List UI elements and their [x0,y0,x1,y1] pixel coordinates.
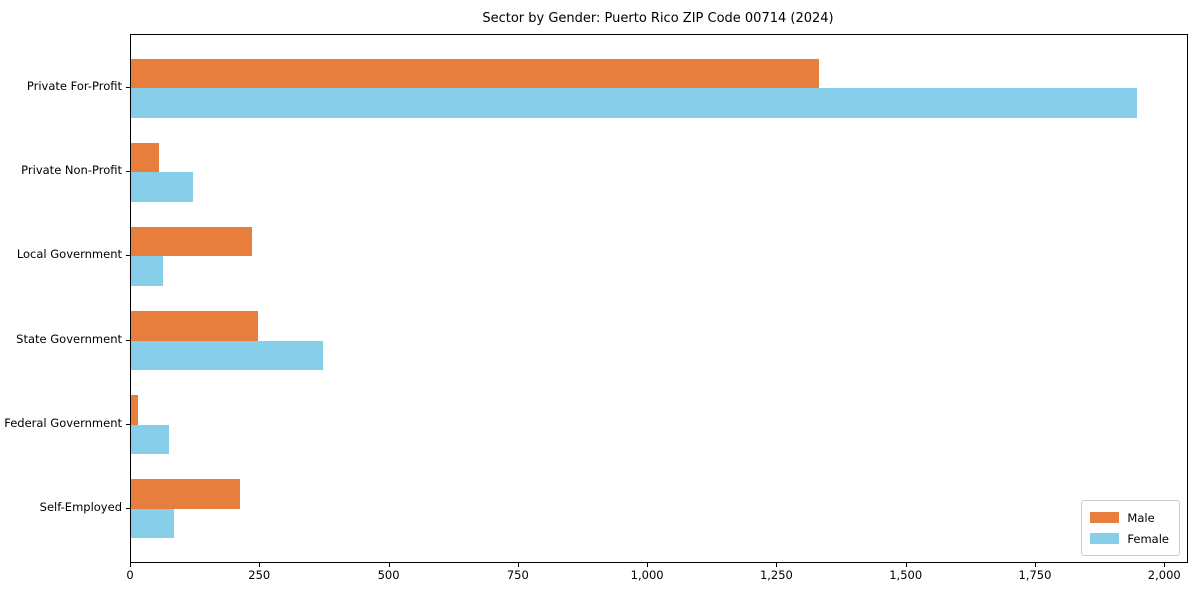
x-tick-label-1000: 1,000 [630,568,664,582]
y-tick-label-local-government: Local Government [16,247,122,262]
y-tick-mark [126,423,130,425]
x-tick-mark [388,563,390,567]
legend-label-female: Female [1127,531,1169,546]
plot-area: Male Female [130,34,1188,563]
x-tick-label-1250: 1,250 [759,568,793,582]
bar-female-self-employed [131,508,174,539]
bar-male-state-government [131,311,258,341]
x-tick-mark [647,563,649,567]
bar-male-federal-government [131,395,139,425]
x-tick-label-750: 750 [506,568,529,582]
legend-row-male: Male [1090,507,1169,528]
x-tick-label-1750: 1,750 [1018,568,1052,582]
bar-male-local-government [131,227,252,257]
x-tick-mark [1034,563,1036,567]
legend-label-male: Male [1127,510,1155,525]
x-tick-mark [905,563,907,567]
legend: Male Female [1081,500,1180,556]
y-tick-mark [126,171,130,173]
bar-female-private-non-profit [131,172,194,202]
y-tick-mark [126,339,130,341]
bar-male-private-non-profit [131,143,159,173]
x-tick-mark [1164,563,1166,567]
x-tick-mark [259,563,261,567]
y-tick-label-state-government: State Government [16,331,122,346]
x-tick-label-0: 0 [126,568,134,582]
y-tick-label-self-employed: Self-Employed [39,499,122,514]
x-tick-label-500: 500 [377,568,400,582]
x-tick-mark [517,563,519,567]
y-tick-mark [126,255,130,257]
x-tick-mark [130,563,131,567]
bar-female-federal-government [131,424,170,454]
x-tick-label-2000: 2,000 [1147,568,1181,582]
chart-title: Sector by Gender: Puerto Rico ZIP Code 0… [482,11,834,26]
legend-row-female: Female [1090,528,1169,549]
legend-swatch-female [1090,533,1120,544]
y-tick-label-federal-government: Federal Government [4,415,122,430]
bar-female-state-government [131,340,323,370]
bar-female-local-government [131,256,163,286]
y-tick-label-private-non-profit: Private Non-Profit [21,163,122,178]
x-tick-label-250: 250 [248,568,271,582]
legend-swatch-male [1090,512,1120,523]
x-tick-mark [776,563,778,567]
bar-female-private-for-profit [131,88,1137,118]
y-tick-mark [126,507,130,509]
bar-male-private-for-profit [131,58,819,89]
y-tick-mark [126,87,130,89]
y-tick-label-private-for-profit: Private For-Profit [26,79,122,94]
bar-male-self-employed [131,479,240,509]
x-tick-label-1500: 1,500 [889,568,923,582]
